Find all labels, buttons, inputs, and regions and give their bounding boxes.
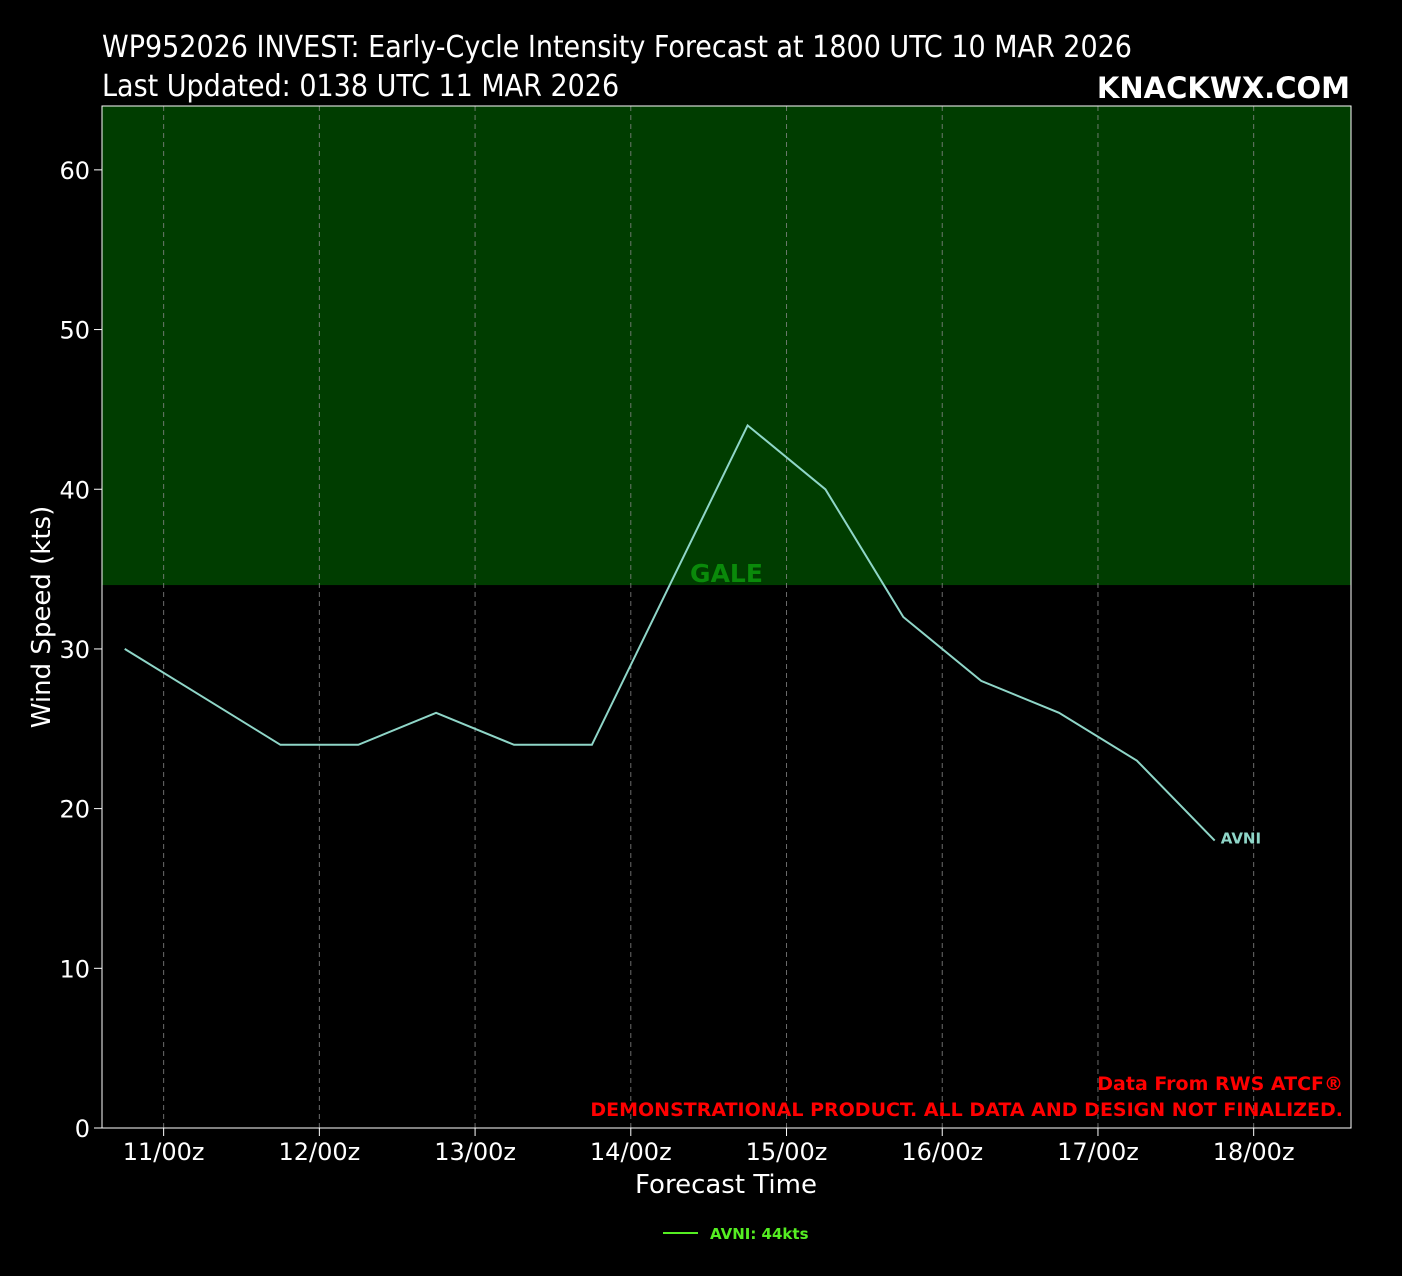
chart-title: WP952026 INVEST: Early-Cycle Intensity F… [102, 30, 1132, 65]
legend-entry: AVNI: 44kts [710, 1225, 809, 1243]
x-tick-label: 18/00z [1213, 1138, 1295, 1166]
y-tick-label: 40 [59, 476, 90, 504]
y-axis: 0 10 20 30 40 50 60 [59, 157, 102, 1143]
y-tick-label: 50 [59, 317, 90, 345]
y-axis-label: Wind Speed (kts) [27, 506, 57, 728]
series-end-label: AVNI [1221, 830, 1261, 848]
data-source-note: Data From RWS ATCF® [1097, 1073, 1343, 1095]
x-tick-label: 16/00z [901, 1138, 983, 1166]
y-tick-label: 0 [75, 1115, 90, 1143]
x-tick-label: 12/00z [278, 1138, 360, 1166]
x-axis: 11/00z 12/00z 13/00z 14/00z 15/00z 16/00z 17/0… [123, 1128, 1295, 1166]
gale-threshold-band [102, 106, 1351, 586]
x-tick-label: 11/00z [123, 1138, 205, 1166]
plot-frame [101, 105, 1352, 1129]
x-tick-label: 13/00z [434, 1138, 516, 1166]
x-tick-label: 17/00z [1057, 1138, 1139, 1166]
x-tick-label: 15/00z [746, 1138, 828, 1166]
series-layer: AVNI [124, 423, 1261, 848]
gale-label: GALE [690, 559, 763, 588]
demonstration-disclaimer: DEMONSTRATIONAL PRODUCT. ALL DATA AND DE… [590, 1099, 1343, 1121]
series-line-avni [124, 423, 1216, 842]
chart-subtitle: Last Updated: 0138 UTC 11 MAR 2026 [102, 69, 619, 104]
y-tick-label: 20 [59, 796, 90, 824]
x-tick-label: 14/00z [590, 1138, 672, 1166]
y-tick-label: 30 [59, 636, 90, 664]
legend: AVNI: 44kts [663, 1225, 809, 1243]
y-tick-label: 10 [59, 955, 90, 983]
x-axis-label: Forecast Time [635, 1170, 817, 1200]
brand-logo-text: KNACKWX.COM [1097, 71, 1350, 105]
y-tick-label: 60 [59, 157, 90, 185]
